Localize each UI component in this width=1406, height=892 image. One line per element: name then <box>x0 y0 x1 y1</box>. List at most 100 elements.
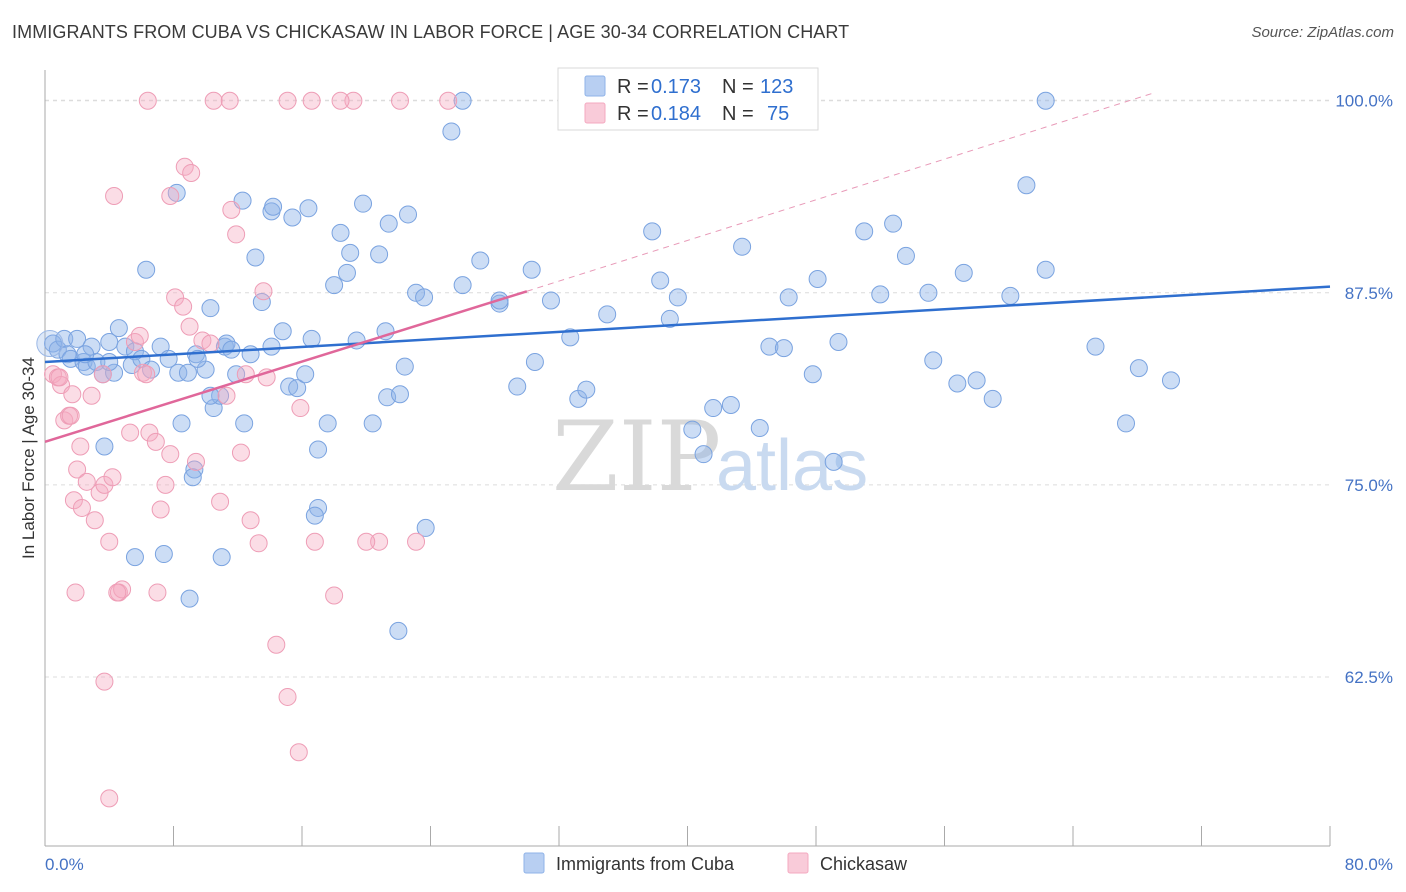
point-chickasaw <box>325 586 344 605</box>
data-points <box>36 91 1180 808</box>
point-cuba <box>884 214 903 233</box>
point-chickasaw <box>148 583 167 602</box>
point-chickasaw <box>439 91 458 110</box>
watermark-zip: ZIP <box>552 401 721 513</box>
point-cuba <box>954 263 973 282</box>
point-chickasaw <box>174 297 193 316</box>
point-chickasaw <box>93 365 112 384</box>
point-cuba <box>453 276 472 295</box>
point-cuba <box>201 299 220 318</box>
tick-labels: 62.5% 75.0% 87.5% 100.0% 0.0% 80.0% <box>45 92 1393 874</box>
point-cuba <box>1001 286 1020 305</box>
point-chickasaw <box>390 91 409 110</box>
point-cuba <box>188 349 207 368</box>
point-chickasaw <box>108 583 127 602</box>
point-chickasaw <box>217 386 236 405</box>
point-cuba <box>235 414 254 433</box>
point-cuba <box>522 260 541 279</box>
y-axis-title: In Labor Force | Age 30-34 <box>19 357 38 559</box>
legend-swatch-blue <box>584 75 606 97</box>
point-chickasaw <box>344 91 363 110</box>
point-cuba <box>399 205 418 224</box>
point-cuba <box>525 352 544 371</box>
y-tick-label: 100.0% <box>1335 92 1393 111</box>
point-chickasaw <box>254 282 273 301</box>
point-chickasaw <box>370 532 389 551</box>
point-chickasaw <box>278 687 297 706</box>
point-cuba <box>733 237 752 256</box>
bottom-legend-label-cuba: Immigrants from Cuba <box>556 854 735 874</box>
chart-title: IMMIGRANTS FROM CUBA VS CHICKASAW IN LAB… <box>12 22 850 42</box>
point-chickasaw <box>182 163 201 182</box>
point-chickasaw <box>357 532 376 551</box>
watermark: ZIP atlas <box>552 401 868 513</box>
point-cuba <box>598 305 617 324</box>
point-cuba <box>896 246 915 265</box>
point-cuba <box>1161 371 1180 390</box>
point-cuba <box>983 389 1002 408</box>
point-chickasaw <box>249 534 268 553</box>
point-cuba <box>169 363 188 382</box>
point-chickasaw <box>95 672 114 691</box>
point-cuba <box>779 288 798 307</box>
point-chickasaw <box>140 423 159 442</box>
point-cuba <box>305 506 324 525</box>
point-cuba <box>829 332 848 351</box>
point-cuba <box>185 460 204 479</box>
point-cuba <box>924 351 943 370</box>
point-chickasaw <box>151 500 170 519</box>
point-cuba <box>299 199 318 218</box>
point-chickasaw <box>50 368 69 387</box>
point-chickasaw <box>61 406 80 425</box>
point-cuba <box>325 276 344 295</box>
point-cuba <box>668 288 687 307</box>
point-chickasaw <box>125 332 144 351</box>
point-cuba <box>354 194 373 213</box>
point-cuba <box>453 91 472 110</box>
point-cuba <box>48 340 67 359</box>
point-cuba <box>416 518 435 537</box>
bottom-legend-swatch-cuba <box>523 852 545 874</box>
point-chickasaw <box>291 399 310 418</box>
point-cuba <box>760 337 779 356</box>
point-cuba <box>651 271 670 290</box>
point-cuba <box>721 395 740 414</box>
legend-swatch-pink <box>584 102 606 124</box>
point-cuba <box>154 545 173 564</box>
point-chickasaw <box>302 91 321 110</box>
point-cuba <box>683 420 702 439</box>
point-cuba <box>415 288 434 307</box>
y-tick-label: 87.5% <box>1345 284 1393 303</box>
point-cuba <box>750 419 769 438</box>
axes <box>44 70 1331 847</box>
point-cuba <box>212 548 231 567</box>
point-cuba <box>471 251 490 270</box>
point-cuba <box>337 263 356 282</box>
point-cuba <box>363 414 382 433</box>
point-cuba <box>309 440 328 459</box>
source-label: Source: ZipAtlas.com <box>1251 24 1394 41</box>
point-chickasaw <box>222 200 241 219</box>
legend-r-value-blue: 0.173 <box>651 76 701 98</box>
point-chickasaw <box>305 532 324 551</box>
point-chickasaw <box>103 468 122 487</box>
point-cuba <box>68 329 87 348</box>
point-cuba <box>246 248 265 267</box>
point-cuba <box>577 380 596 399</box>
point-chickasaw <box>161 445 180 464</box>
point-chickasaw <box>121 423 140 442</box>
point-cuba <box>967 371 986 390</box>
point-cuba <box>370 245 389 264</box>
point-chickasaw <box>71 437 90 456</box>
point-chickasaw <box>231 443 250 462</box>
trend-line-chickasaw <box>44 290 528 444</box>
point-chickasaw <box>85 511 104 530</box>
point-cuba <box>296 365 315 384</box>
point-cuba <box>442 122 461 141</box>
point-cuba <box>180 589 199 608</box>
point-cuba <box>803 365 822 384</box>
point-cuba <box>318 414 337 433</box>
point-chickasaw <box>289 743 308 762</box>
point-cuba <box>283 208 302 227</box>
point-cuba <box>1117 414 1136 433</box>
